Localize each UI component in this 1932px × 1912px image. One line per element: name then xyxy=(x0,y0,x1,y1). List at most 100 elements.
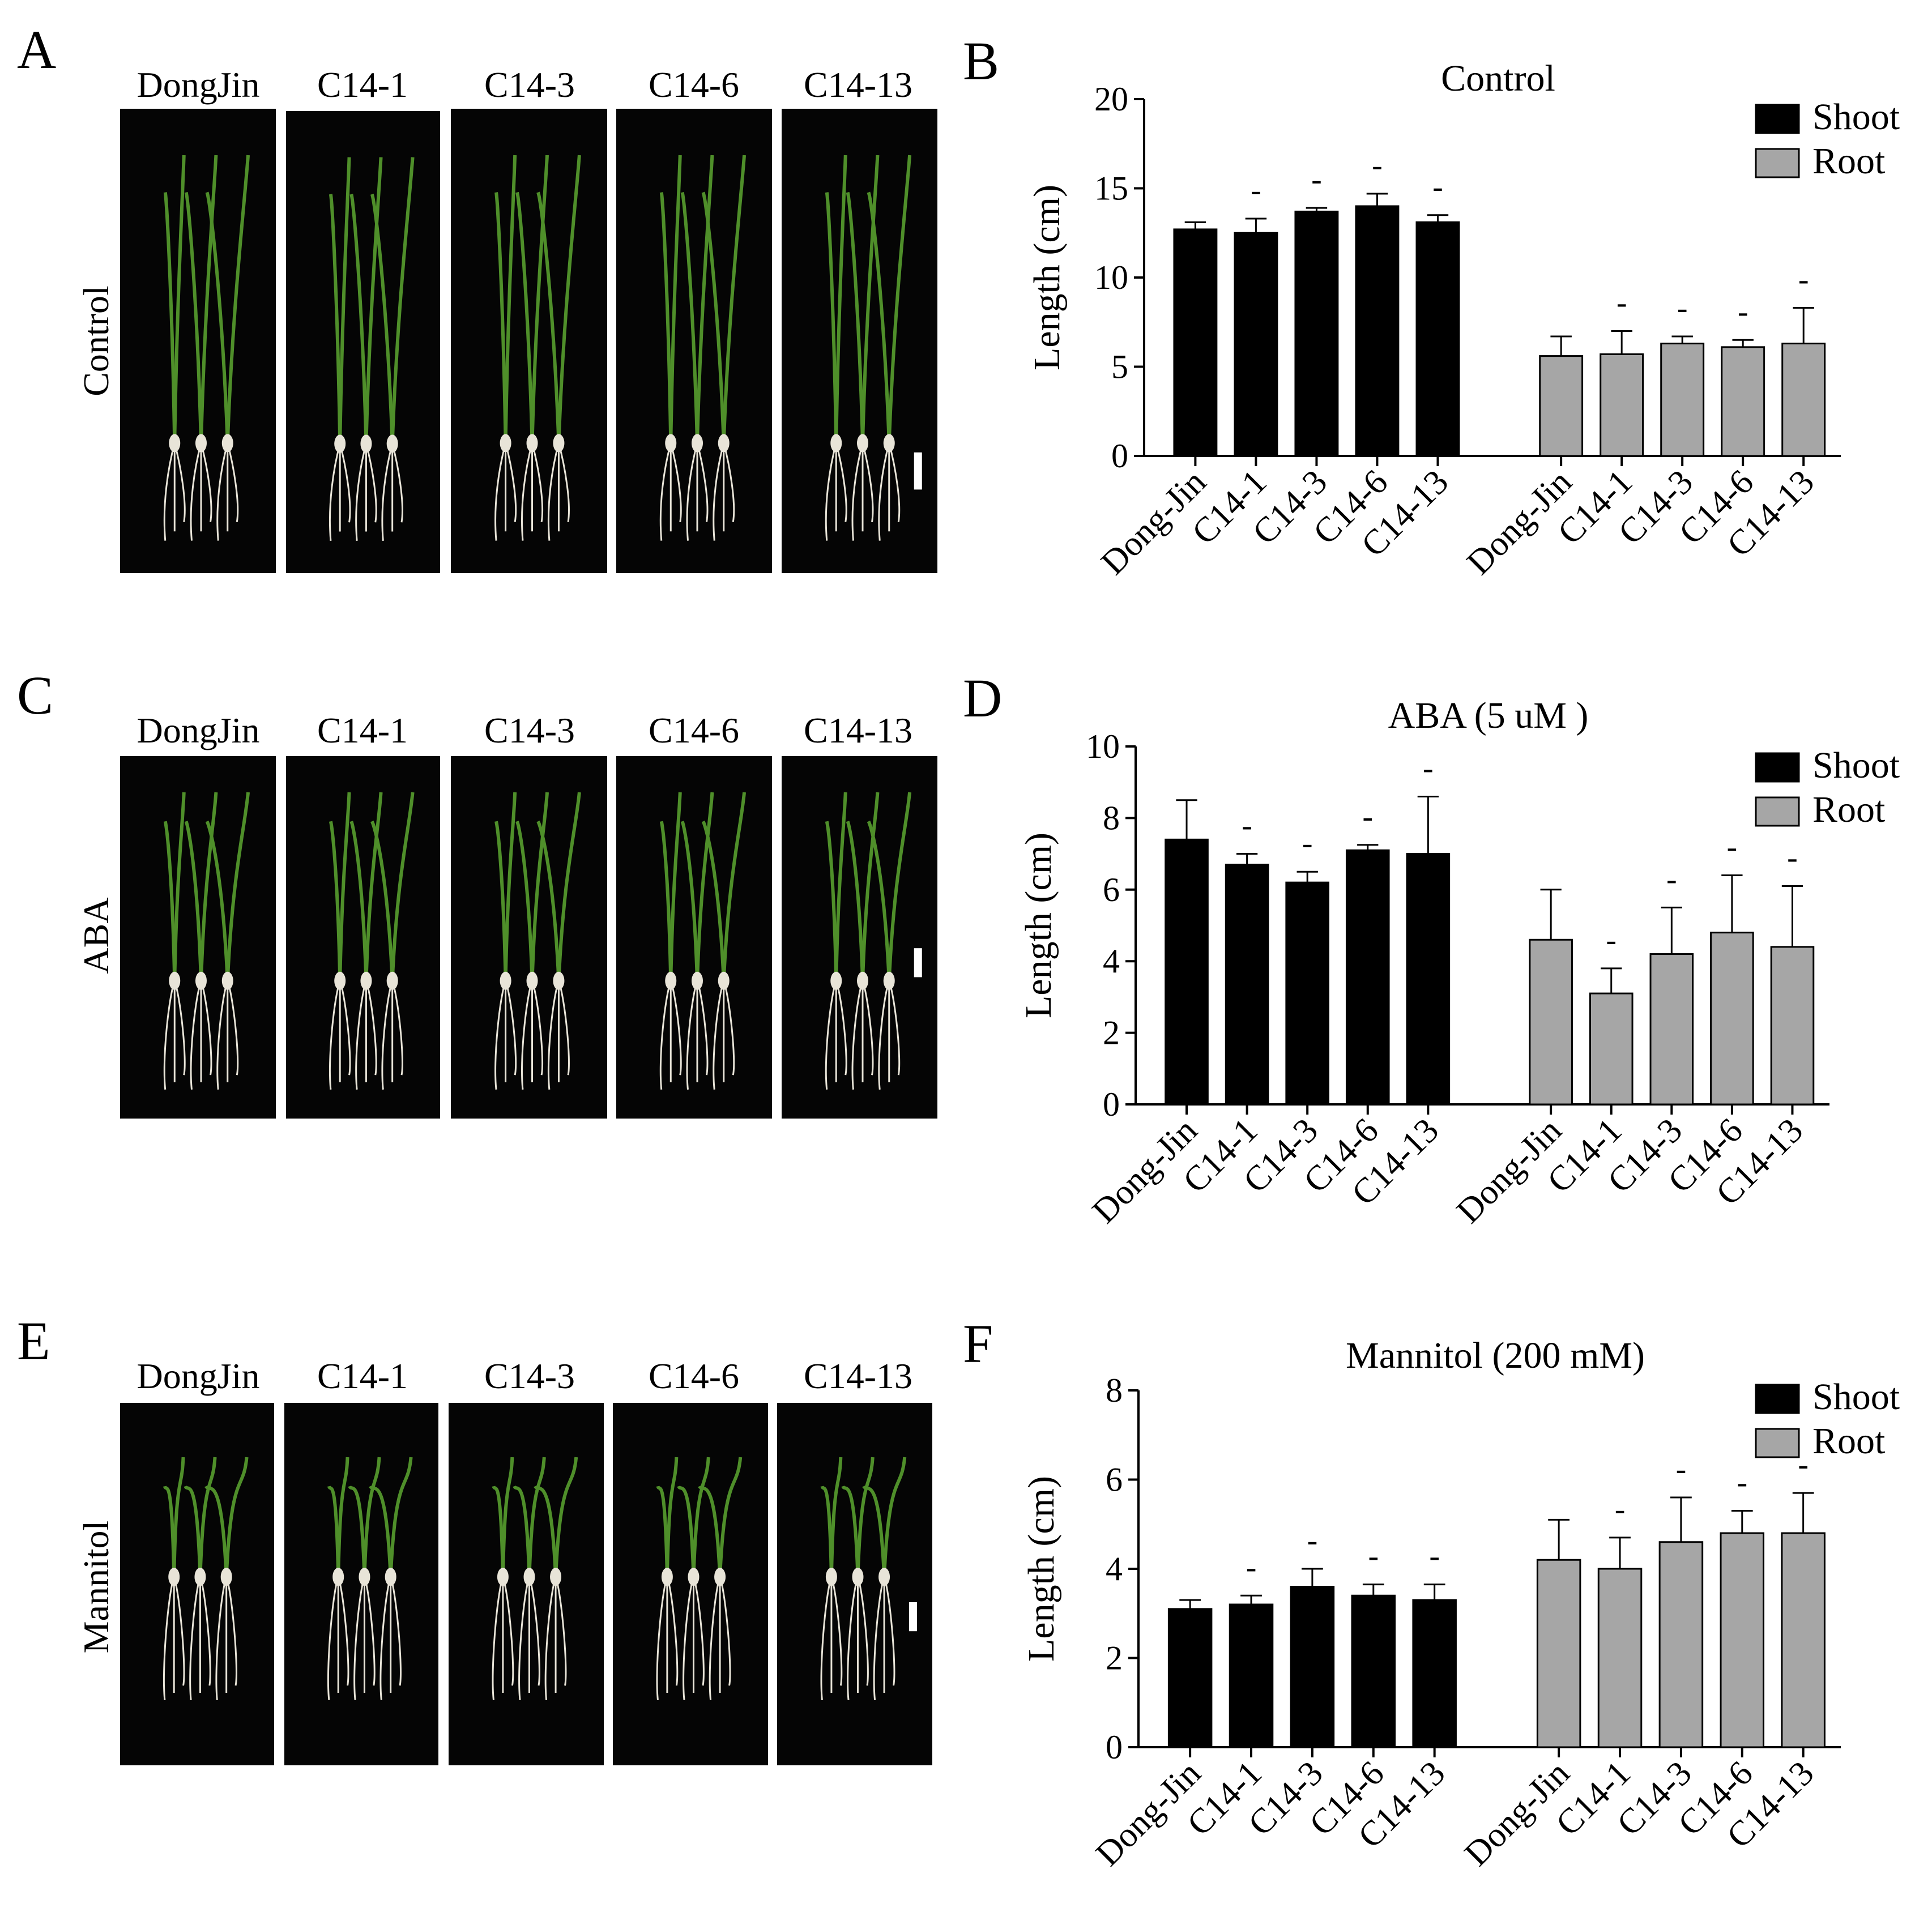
seedling-root xyxy=(381,443,394,541)
seedling-leaf xyxy=(205,191,229,443)
seedling-leaf xyxy=(389,1457,413,1577)
seedling-drawing xyxy=(327,1457,413,1700)
significance-mark: - xyxy=(1251,173,1261,208)
legend-label: Shoot xyxy=(1812,96,1900,138)
seedling-leaf xyxy=(527,1457,546,1577)
significance-mark: - xyxy=(1242,808,1252,843)
seedling-leaf xyxy=(390,792,415,981)
legend-swatch xyxy=(1755,1384,1800,1414)
seedling-drawing xyxy=(825,155,922,541)
seedling-leaf xyxy=(861,792,880,981)
seedling-crown xyxy=(550,1568,562,1586)
seedling-photo xyxy=(286,111,440,573)
seedling-root xyxy=(544,1576,557,1700)
bar xyxy=(1597,1568,1643,1748)
seedling-photo xyxy=(451,109,607,573)
seedling-root xyxy=(190,443,202,541)
seedling-drawing xyxy=(820,1457,917,1700)
bar xyxy=(1165,838,1209,1106)
bar xyxy=(1600,353,1644,457)
seedling-crown xyxy=(169,434,181,453)
seedling-drawing xyxy=(659,792,747,1090)
significance-mark: - xyxy=(1606,923,1617,958)
seedling-leaf xyxy=(867,820,891,981)
seedling-leaf xyxy=(696,792,714,981)
seedling-root xyxy=(215,1576,228,1700)
y-axis-label: Length (cm) xyxy=(1021,1476,1062,1662)
seedling-crown xyxy=(386,971,398,990)
seedling-leaf xyxy=(659,821,673,981)
seedling-root xyxy=(337,1576,349,1686)
bar xyxy=(1412,1599,1457,1748)
bar xyxy=(1173,228,1218,457)
seedling-leaf xyxy=(349,821,368,981)
seedling-crown xyxy=(830,971,842,990)
legend-swatch xyxy=(1755,796,1800,827)
seedling-drawing xyxy=(329,792,415,1090)
seedling-drawing xyxy=(163,792,250,1090)
seedling-leaf xyxy=(369,1485,393,1577)
seedling-leaf xyxy=(329,194,342,444)
panel-letter: B xyxy=(963,31,999,91)
seedling-root xyxy=(847,1576,859,1700)
bar xyxy=(1351,1594,1396,1748)
seedling-leaf xyxy=(163,1486,176,1577)
seedling-leaf xyxy=(834,155,847,443)
seedling-leaf xyxy=(536,820,561,981)
seedling-leaf xyxy=(348,1485,366,1577)
y-tick-label: 5 xyxy=(1111,348,1128,386)
seedling-leaf xyxy=(336,1457,349,1577)
seedling-crown xyxy=(334,434,346,453)
seedling-leaf xyxy=(364,157,383,444)
bar xyxy=(1710,932,1754,1106)
seedling-leaf xyxy=(680,821,699,981)
legend-swatch xyxy=(1755,148,1800,178)
seedling-root xyxy=(683,1576,694,1700)
seedling-crown xyxy=(852,1568,864,1586)
seedling-photo xyxy=(782,756,937,1119)
seedling-drawing xyxy=(825,792,922,1090)
seedling-photo xyxy=(284,1403,438,1765)
seedling-leaf xyxy=(882,1457,907,1577)
seedling-root xyxy=(873,1576,885,1700)
seedling-root xyxy=(199,1576,211,1686)
legend-swatch xyxy=(1755,752,1800,783)
panel-letter: D xyxy=(963,668,1002,728)
seedling-leaf xyxy=(494,821,507,981)
scale-bar xyxy=(909,1602,917,1632)
genotype-label: C14-3 xyxy=(484,1356,575,1396)
seedling-root xyxy=(825,443,837,541)
seedling-photo xyxy=(782,109,937,573)
bar xyxy=(1225,864,1269,1106)
seedling-crown xyxy=(360,971,372,990)
seedling-leaf xyxy=(329,821,342,981)
bar xyxy=(1649,953,1694,1106)
seedling-crown xyxy=(169,971,181,990)
seedling-leaf xyxy=(504,792,517,981)
bar xyxy=(1415,221,1460,457)
seedling-leaf xyxy=(862,1485,886,1577)
bar xyxy=(1781,343,1826,457)
significance-mark: - xyxy=(1737,1465,1747,1500)
significance-mark: - xyxy=(1307,1523,1318,1558)
y-tick-label: 0 xyxy=(1103,1086,1120,1123)
seedling-crown xyxy=(332,1568,344,1586)
seedling-root xyxy=(163,1576,175,1700)
seedling-crown xyxy=(665,971,677,990)
bar xyxy=(1285,881,1329,1106)
seedling-drawing xyxy=(494,155,581,541)
seedling-leaf xyxy=(199,155,218,443)
seedling-root xyxy=(216,443,229,541)
seedling-leaf xyxy=(867,191,891,443)
seedling-crown xyxy=(523,1568,535,1586)
seedling-drawing xyxy=(656,1457,743,1700)
genotype-label: DongJin xyxy=(137,1356,260,1396)
seedling-leaf xyxy=(173,155,186,443)
legend-label: Root xyxy=(1812,1420,1885,1462)
seedling-root xyxy=(225,1576,237,1686)
seedling-root xyxy=(659,443,672,541)
seedling-crown xyxy=(526,434,538,453)
seedling-leaf xyxy=(680,191,699,443)
bar xyxy=(1355,205,1400,457)
panel-letter-c: C xyxy=(17,665,54,725)
